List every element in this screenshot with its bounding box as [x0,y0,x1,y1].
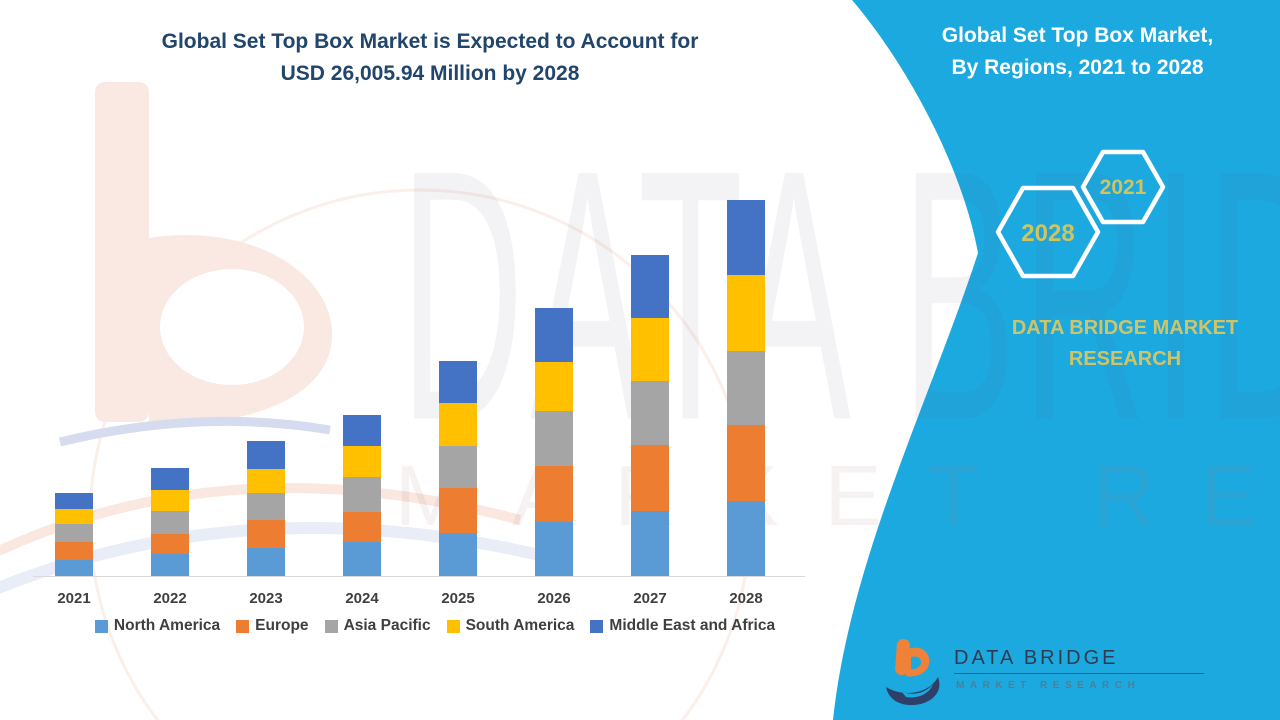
bar-segment-asia-pacific-2022 [151,510,189,534]
bar-segment-south-america-2022 [151,489,189,511]
bar-segment-north-america-2024 [343,542,381,576]
bar-segment-middle-east-and-africa-2024 [343,415,381,447]
bar-segment-asia-pacific-2025 [439,446,477,489]
chart-title-line2: USD 26,005.94 Million by 2028 [280,62,580,85]
bar-segment-south-america-2023 [247,469,285,494]
x-axis-label-2027: 2027 [633,590,667,607]
bar-segment-middle-east-and-africa-2025 [439,360,477,403]
chart-legend: North America Europe Asia Pacific South Ame… [40,617,830,635]
legend-swatch-middle-east-and-africa [590,619,604,633]
databridge-logo-name: DATA BRIDGE [954,647,1204,674]
legend-item-south-america: South America [446,617,575,635]
x-axis-label-2022: 2022 [153,590,187,607]
databridge-logo-icon [886,639,940,706]
bar-segment-europe-2028 [727,425,765,501]
chart-title: Global Set Top Box Market is Expected to… [40,26,820,90]
bar-segment-south-america-2026 [535,361,573,411]
bar-column-2026 [535,307,573,576]
bar-segment-north-america-2027 [631,511,669,576]
bar-segment-asia-pacific-2024 [343,477,381,512]
bar-column-2027 [631,254,669,576]
bar-segment-middle-east-and-africa-2021 [55,492,93,509]
bar-segment-europe-2022 [151,533,189,555]
x-axis-label-2025: 2025 [441,590,475,607]
bar-segment-north-america-2026 [535,522,573,576]
x-axis-label-2023: 2023 [249,590,283,607]
bar-segment-asia-pacific-2023 [247,493,285,521]
bar-segment-south-america-2027 [631,318,669,382]
bar-segment-north-america-2023 [247,548,285,576]
bar-segment-north-america-2022 [151,554,189,576]
panel-heading-line2: By Regions, 2021 to 2028 [951,56,1204,79]
bar-segment-europe-2021 [55,542,93,561]
x-axis-line [33,576,805,577]
bar-segment-middle-east-and-africa-2023 [247,440,285,470]
legend-label-asia-pacific: Asia Pacific [343,617,431,634]
bar-segment-south-america-2024 [343,446,381,478]
bar-segment-asia-pacific-2021 [55,524,93,543]
bar-segment-europe-2027 [631,445,669,512]
bar-segment-north-america-2028 [727,500,765,576]
panel-brand-text: DATA BRIDGE MARKET RESEARCH [985,313,1265,375]
bar-segment-middle-east-and-africa-2022 [151,468,189,490]
bar-segment-south-america-2025 [439,402,477,447]
bar-segment-north-america-2025 [439,532,477,576]
bar-column-2024 [343,415,381,576]
bar-segment-asia-pacific-2026 [535,410,573,467]
legend-swatch-europe [236,619,250,633]
bar-segment-middle-east-and-africa-2028 [727,200,765,276]
legend-label-south-america: South America [465,617,575,634]
x-axis-label-2024: 2024 [345,590,379,607]
x-axis-label-2028: 2028 [729,590,763,607]
bar-column-2023 [247,440,285,576]
bar-segment-middle-east-and-africa-2027 [631,254,669,319]
bar-segment-middle-east-and-africa-2026 [535,307,573,362]
panel-heading: Global Set Top Box Market, By Regions, 2… [875,20,1280,84]
bar-segment-south-america-2021 [55,508,93,525]
panel-brand-line1: DATA BRIDGE MARKET [1011,317,1239,339]
bar-segment-asia-pacific-2028 [727,351,765,426]
legend-swatch-asia-pacific [324,619,338,633]
bar-column-2021 [55,492,93,576]
bar-segment-europe-2025 [439,488,477,533]
databridge-logo-tagline: MARKET RESEARCH [956,680,1141,691]
legend-label-middle-east-and-africa: Middle East and Africa [609,617,776,634]
x-axis-label-2026: 2026 [537,590,571,607]
legend-item-north-america: North America [94,617,221,635]
legend-swatch-south-america [446,619,460,633]
bar-segment-europe-2023 [247,520,285,549]
bar-segment-europe-2024 [343,511,381,543]
chart-title-line1: Global Set Top Box Market is Expected to… [161,30,699,53]
bar-segment-north-america-2021 [55,560,93,576]
databridge-logo: DATA BRIDGE MARKET RESEARCH [884,630,1214,715]
bar-column-2028 [727,200,765,576]
legend-item-europe: Europe [236,617,309,635]
legend-label-north-america: North America [113,617,221,634]
panel-brand-line2: RESEARCH [1068,348,1182,370]
legend-swatch-north-america [94,619,108,633]
hexagon-label-2028: 2028 [1021,220,1075,247]
hexagon-label-2021: 2021 [1099,176,1147,199]
legend-item-middle-east-and-africa: Middle East and Africa [590,617,775,635]
bar-column-2022 [151,468,189,576]
bar-column-2025 [439,360,477,576]
legend-label-europe: Europe [255,617,309,634]
panel-heading-line1: Global Set Top Box Market, [941,24,1214,47]
bar-segment-asia-pacific-2027 [631,381,669,446]
legend-item-asia-pacific: Asia Pacific [324,617,431,635]
bar-segment-south-america-2028 [727,275,765,352]
x-axis-label-2021: 2021 [57,590,91,607]
bar-segment-europe-2026 [535,466,573,523]
